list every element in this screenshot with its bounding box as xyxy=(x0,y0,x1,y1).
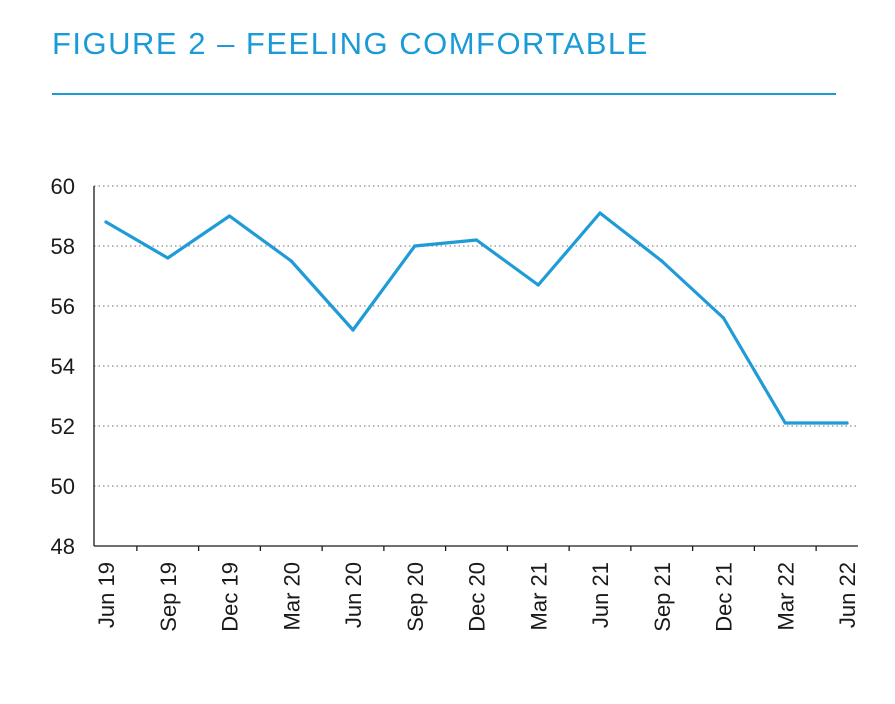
x-tick-labels: Jun 19 Sep 19 Dec 19 Mar 20 Jun 20 Sep 20 Dec … xyxy=(94,562,860,632)
data-point xyxy=(166,256,170,260)
x-tick-label: Mar 21 xyxy=(526,562,551,630)
data-point xyxy=(536,283,540,287)
x-tick-label: Jun 21 xyxy=(588,562,613,628)
x-tick-label: Jun 22 xyxy=(835,562,860,628)
x-tick-label: Sep 21 xyxy=(650,562,675,632)
x-tick-label: Dec 21 xyxy=(712,562,737,632)
figure-title: FIGURE 2 – FEELING COMFORTABLE xyxy=(52,26,649,61)
x-tick-label: Jun 20 xyxy=(341,562,366,628)
data-point xyxy=(227,214,232,218)
y-tick-label: 50 xyxy=(51,474,75,499)
series-layer xyxy=(104,211,849,425)
y-tick-label: 58 xyxy=(51,234,75,259)
gridlines xyxy=(94,185,858,487)
x-tick-label: Mar 22 xyxy=(773,562,798,630)
y-tick-label: 56 xyxy=(51,294,75,319)
y-tick-label: 48 xyxy=(51,534,75,559)
y-tick-label: 54 xyxy=(51,354,75,379)
x-tick-label: Sep 19 xyxy=(156,562,181,632)
x-tick-label: Sep 20 xyxy=(403,562,428,632)
data-point xyxy=(351,328,355,332)
title-divider xyxy=(52,93,836,95)
data-point xyxy=(845,421,849,425)
y-tick-label: 52 xyxy=(51,414,75,439)
data-point xyxy=(660,259,664,263)
data-point xyxy=(104,220,108,224)
y-tick-labels: 48 50 52 54 56 58 60 xyxy=(51,174,75,559)
x-tick-label: Mar 20 xyxy=(279,562,304,630)
axes xyxy=(93,186,858,551)
series-line xyxy=(104,211,849,425)
data-point xyxy=(474,238,479,242)
data-point xyxy=(783,421,787,425)
data-point xyxy=(721,316,726,320)
x-tick-label: Jun 19 xyxy=(94,562,119,628)
data-point xyxy=(598,211,602,215)
data-point xyxy=(289,259,293,263)
x-tick-label: Dec 19 xyxy=(218,562,243,632)
data-point xyxy=(413,244,417,248)
y-tick-label: 60 xyxy=(51,174,75,199)
x-tick-label: Dec 20 xyxy=(465,562,490,632)
